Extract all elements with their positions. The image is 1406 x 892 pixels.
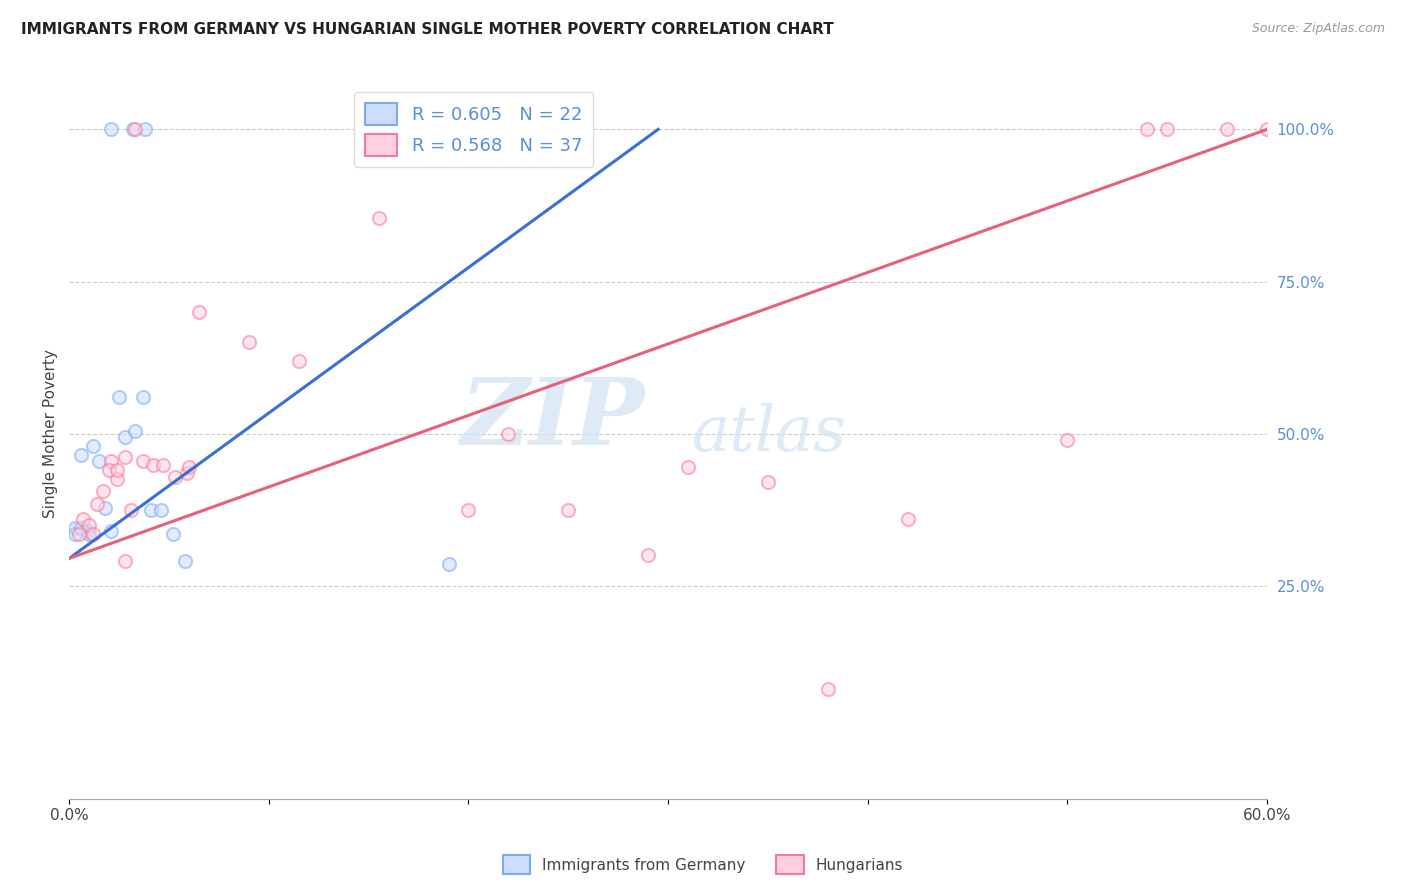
Point	[132, 390, 155, 404]
Point	[114, 554, 136, 568]
Point	[142, 458, 165, 473]
Point	[557, 502, 579, 516]
Point	[100, 122, 122, 136]
Point	[86, 497, 108, 511]
Legend: Immigrants from Germany, Hungarians: Immigrants from Germany, Hungarians	[496, 849, 910, 880]
Point	[77, 527, 100, 541]
Point	[91, 484, 114, 499]
Point	[70, 521, 93, 535]
Point	[152, 458, 174, 473]
Point	[105, 463, 128, 477]
Point	[1256, 122, 1278, 136]
Point	[82, 527, 104, 541]
Text: ZIP: ZIP	[460, 374, 644, 464]
Point	[105, 472, 128, 486]
Point	[89, 454, 111, 468]
Point	[67, 527, 90, 541]
Point	[77, 517, 100, 532]
Point	[94, 500, 117, 515]
Point	[76, 524, 98, 538]
Point	[100, 454, 122, 468]
Text: atlas: atlas	[692, 403, 846, 465]
Point	[150, 502, 173, 516]
Text: Source: ZipAtlas.com: Source: ZipAtlas.com	[1251, 22, 1385, 36]
Point	[162, 527, 184, 541]
Point	[437, 558, 460, 572]
Legend: R = 0.605   N = 22, R = 0.568   N = 37: R = 0.605 N = 22, R = 0.568 N = 37	[354, 92, 593, 167]
Point	[82, 439, 104, 453]
Point	[457, 502, 479, 516]
Point	[498, 426, 520, 441]
Y-axis label: Single Mother Poverty: Single Mother Poverty	[44, 349, 58, 518]
Point	[122, 122, 145, 136]
Point	[637, 549, 659, 563]
Point	[114, 430, 136, 444]
Point	[177, 460, 200, 475]
Point	[1216, 122, 1239, 136]
Point	[367, 211, 389, 225]
Point	[120, 502, 142, 516]
Point	[1156, 122, 1178, 136]
Point	[1056, 433, 1078, 447]
Point	[98, 463, 121, 477]
Point	[176, 466, 198, 480]
Point	[288, 353, 311, 368]
Point	[114, 450, 136, 464]
Point	[188, 305, 211, 319]
Point	[63, 527, 86, 541]
Point	[817, 682, 839, 697]
Point	[132, 454, 155, 468]
Point	[1136, 122, 1159, 136]
Point	[72, 512, 94, 526]
Point	[63, 521, 86, 535]
Point	[163, 470, 186, 484]
Point	[134, 122, 156, 136]
Point	[897, 512, 920, 526]
Point	[174, 554, 197, 568]
Point	[139, 502, 162, 516]
Point	[676, 460, 699, 475]
Point	[108, 390, 131, 404]
Text: IMMIGRANTS FROM GERMANY VS HUNGARIAN SINGLE MOTHER POVERTY CORRELATION CHART: IMMIGRANTS FROM GERMANY VS HUNGARIAN SIN…	[21, 22, 834, 37]
Point	[124, 122, 146, 136]
Point	[70, 448, 93, 462]
Point	[124, 424, 146, 438]
Point	[756, 475, 779, 490]
Point	[100, 524, 122, 538]
Point	[238, 335, 260, 350]
